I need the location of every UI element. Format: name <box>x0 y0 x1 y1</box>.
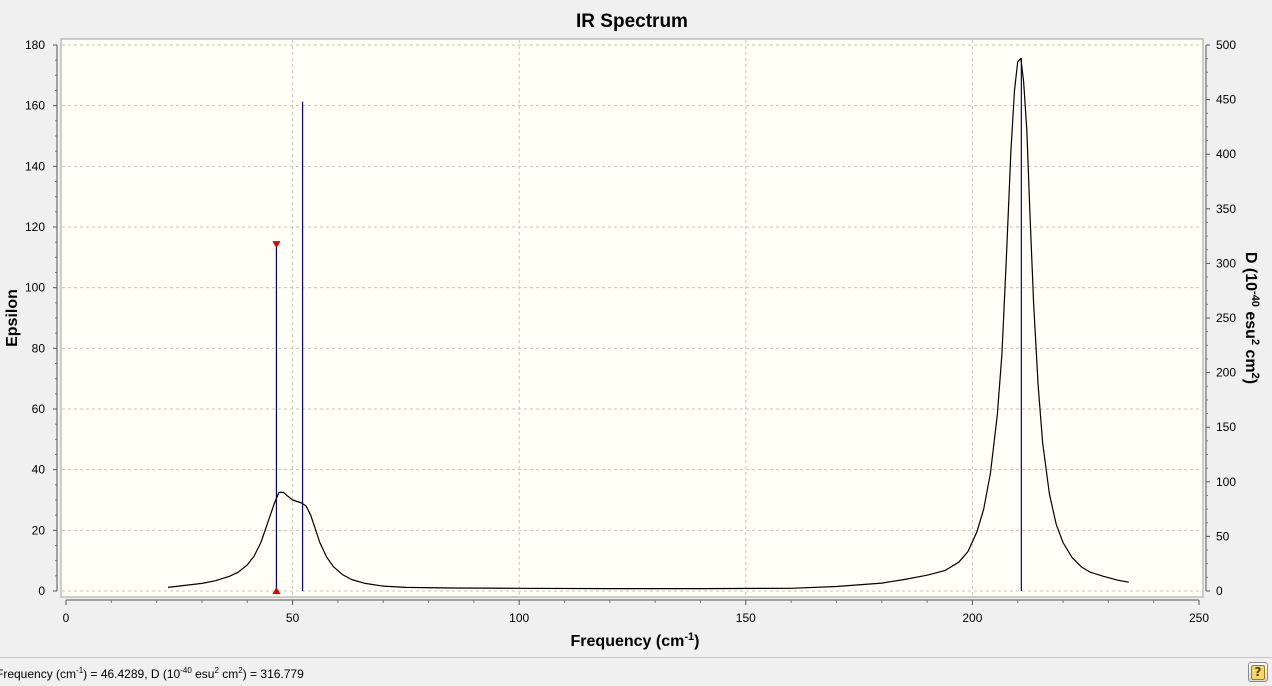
left-tick-label: 160 <box>25 99 45 113</box>
right-tick-label: 100 <box>1216 475 1236 489</box>
selection-markers[interactable] <box>272 241 281 594</box>
status-d-sup2: 2 <box>214 666 219 675</box>
plot-area <box>60 38 1204 598</box>
bottom-tick-label: 0 <box>63 611 70 625</box>
left-tick-label: 100 <box>25 281 45 295</box>
left-tick-label: 60 <box>32 402 46 416</box>
left-tick-label: 140 <box>25 159 45 173</box>
status-d-sup1: -40 <box>180 666 192 675</box>
right-tick-label: 450 <box>1216 93 1236 107</box>
y-axis-label: Epsilon <box>4 289 21 347</box>
right-tick-label: 150 <box>1216 420 1236 434</box>
right-y-axis-label-sup1: -40 <box>1249 291 1261 307</box>
selection-marker-bottom[interactable] <box>272 587 281 594</box>
right-tick-label: 350 <box>1216 202 1236 216</box>
grid <box>62 40 1202 596</box>
x-axis-label-sup: -1 <box>684 631 694 643</box>
status-d-unit2: cm <box>218 667 239 681</box>
left-tick-label: 0 <box>38 584 45 598</box>
right-y-axis-label-sup3: 2 <box>1249 373 1261 379</box>
left-tick-label: 180 <box>25 38 45 52</box>
right-y-axis-label-mid: esu <box>1242 307 1259 339</box>
status-readout: Frequency (cm-1) = 46.4289, D (10-40 esu… <box>0 666 304 681</box>
bottom-tick-label: 150 <box>736 611 756 625</box>
x-axis-label-main: Frequency (cm <box>571 633 685 650</box>
right-tick-label: 200 <box>1216 366 1236 380</box>
x-axis: 0 50 100 150 200 250 <box>63 599 1209 625</box>
x-axis-label-end: ) <box>694 633 699 650</box>
status-d-sup3: 2 <box>238 666 243 675</box>
right-y-axis-label-main: D (10 <box>1242 252 1259 291</box>
chart-area: IR Spectrum 0 20 40 60 80 100 120 140 160 180 0 50… <box>0 0 1272 656</box>
right-tick-label: 50 <box>1216 529 1230 543</box>
status-bar: Frequency (cm-1) = 46.4289, D (10-40 esu… <box>0 657 1272 686</box>
status-d-unit: esu <box>191 667 215 681</box>
x-axis-label: Frequency (cm-1) <box>571 631 700 650</box>
stick-spectrum[interactable] <box>275 58 1022 591</box>
bottom-tick-label: 250 <box>1189 611 1209 625</box>
right-y-axis-label-mid2: cm <box>1242 345 1259 373</box>
selection-marker-top[interactable] <box>272 241 281 249</box>
help-button[interactable]: ? <box>1248 662 1268 682</box>
right-tick-label: 0 <box>1216 584 1223 598</box>
right-tick-label: 300 <box>1216 256 1236 270</box>
right-y-axis-label: D (10-40 esu2 cm2) <box>1242 252 1261 384</box>
status-freq-value: ) = 46.4289, D (10 <box>83 667 181 681</box>
right-tick-label: 250 <box>1216 311 1236 325</box>
bottom-tick-label: 100 <box>509 611 529 625</box>
left-y-axis: 0 20 40 60 80 100 120 140 160 180 <box>25 38 58 598</box>
right-y-axis: 0 50 100 150 200 250 300 350 400 450 500 <box>1205 38 1236 598</box>
left-tick-label: 80 <box>32 341 46 355</box>
spectrum-curve-layer <box>167 57 1129 590</box>
help-icon: ? <box>1251 664 1265 680</box>
spectrum-curve <box>167 57 1129 590</box>
left-tick-label: 120 <box>25 220 45 234</box>
left-tick-label: 20 <box>32 523 46 537</box>
right-y-axis-label-sup2: 2 <box>1249 339 1261 345</box>
status-freq-sup: -1 <box>76 666 84 675</box>
bottom-tick-label: 200 <box>962 611 982 625</box>
bottom-tick-label: 50 <box>286 611 300 625</box>
right-tick-label: 400 <box>1216 147 1236 161</box>
right-y-axis-label-end: ) <box>1242 379 1259 384</box>
chart-title: IR Spectrum <box>576 11 688 32</box>
status-d-value: ) = 316.779 <box>242 667 304 681</box>
left-tick-label: 40 <box>32 463 46 477</box>
right-tick-label: 500 <box>1216 38 1236 52</box>
status-prefix: Frequency (cm <box>0 667 77 681</box>
